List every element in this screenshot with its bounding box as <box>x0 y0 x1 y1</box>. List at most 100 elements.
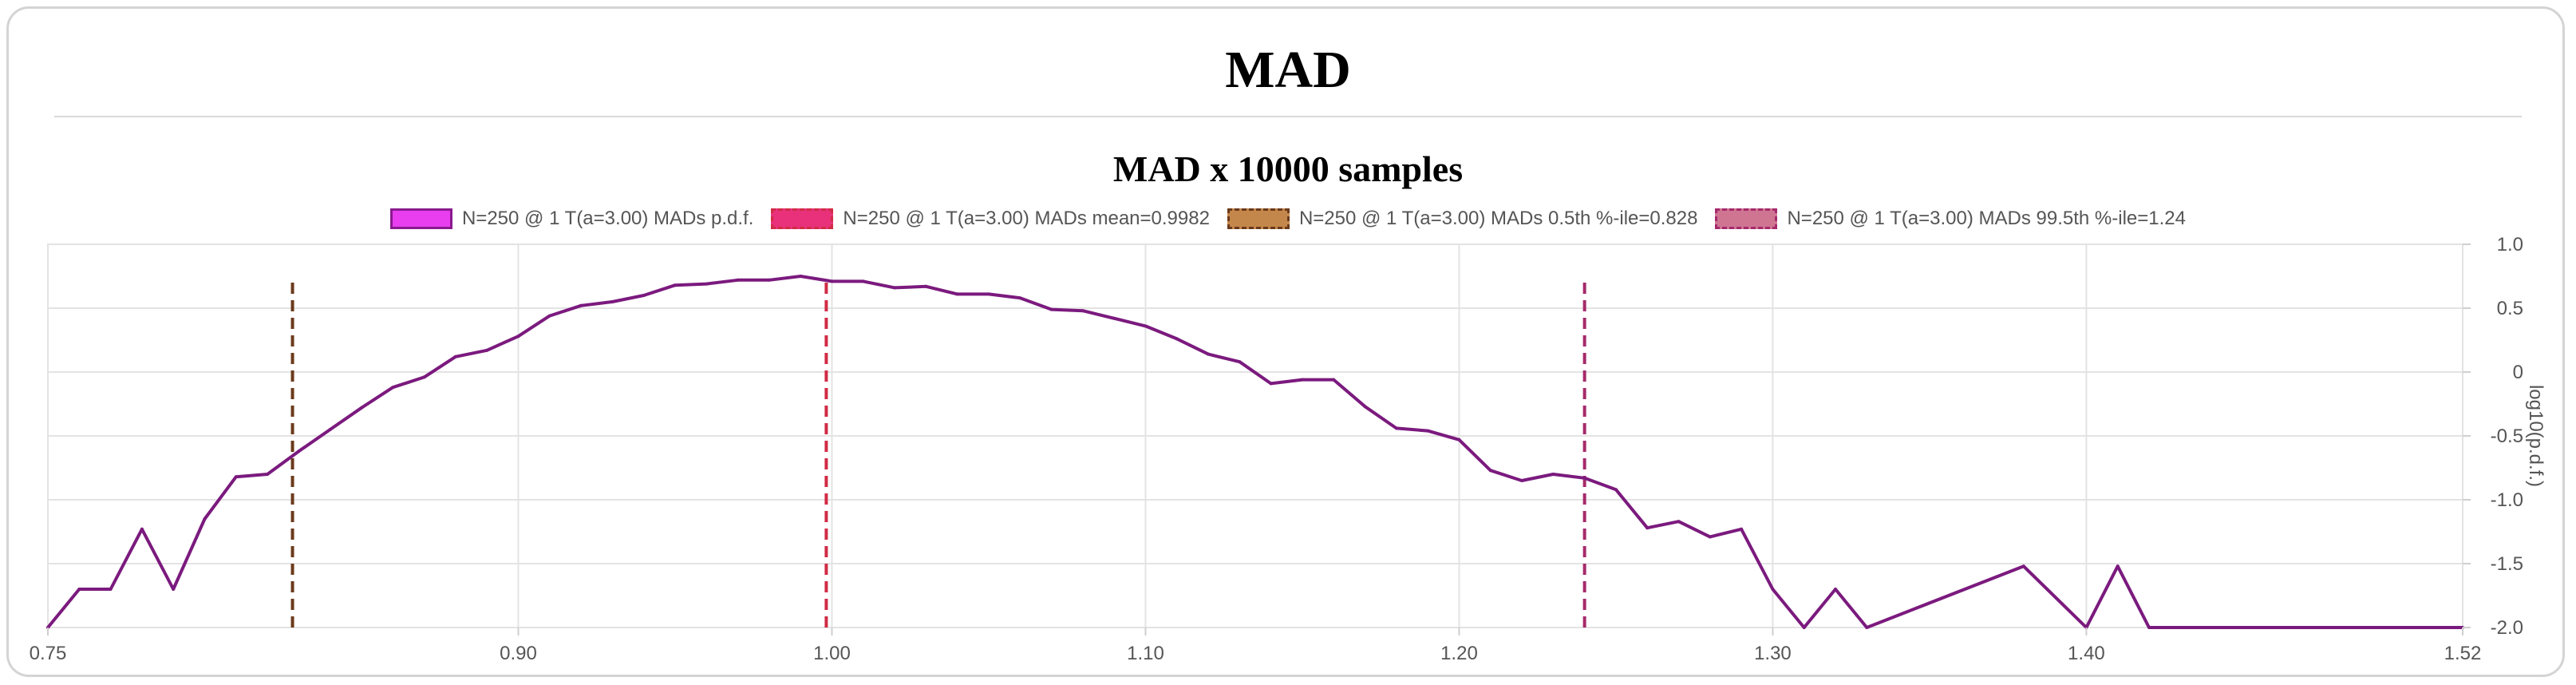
pdf-data-point <box>767 278 771 282</box>
pdf-data-point <box>1175 337 1179 341</box>
pdf-data-point <box>1614 488 1618 492</box>
pdf-data-point <box>861 279 865 283</box>
pdf-data-point <box>1488 469 1492 473</box>
pdf-data-point <box>610 300 614 303</box>
pdf-data-point <box>1582 476 1586 480</box>
x-tick-label: 1.52 <box>2444 643 2482 664</box>
pdf-data-point <box>1018 296 1022 300</box>
legend-swatch-p995 <box>1715 208 1778 229</box>
pdf-data-point <box>203 517 207 521</box>
pdf-data-point <box>1646 526 1650 530</box>
pdf-data-point <box>140 527 144 531</box>
chart-title: MAD x 10000 samples <box>1112 148 1464 189</box>
pdf-data-point <box>297 449 301 453</box>
pdf-data-point <box>359 406 363 410</box>
legend-item-p05[interactable]: N=250 @ 1 T(a=3.00) MADs 0.5th %-ile=0.8… <box>1227 208 1698 230</box>
y-tick-label: -0.5 <box>2491 426 2523 447</box>
chart-legend: N=250 @ 1 T(a=3.00) MADs p.d.f. N=250 @ … <box>0 204 2576 233</box>
pdf-data-point <box>234 475 238 479</box>
x-tick-label: 1.00 <box>813 643 851 664</box>
x-tick-label: 1.30 <box>1754 643 1792 664</box>
pdf-data-point <box>830 279 834 283</box>
pdf-data-point <box>1802 626 1806 629</box>
pdf-data-point <box>736 278 740 282</box>
y-tick-label: 0.5 <box>2497 298 2523 319</box>
x-tick-label: 1.10 <box>1127 643 1164 664</box>
pdf-data-point <box>1238 360 1242 364</box>
pdf-data-point <box>1551 473 1555 476</box>
pdf-data-point <box>1708 535 1712 539</box>
pdf-data-point <box>2147 626 2151 629</box>
pdf-data-point <box>1081 309 1085 313</box>
pdf-data-point <box>1426 429 1430 433</box>
pdf-data-point <box>2116 564 2120 568</box>
pdf-data-point <box>1394 426 1398 430</box>
y-tick-label: 1.0 <box>2497 234 2523 255</box>
pdf-data-point <box>642 294 646 297</box>
pdf-data-point <box>893 286 897 290</box>
chart-card <box>6 6 2565 677</box>
pdf-data-point <box>1865 626 1869 629</box>
pdf-data-point <box>705 282 709 286</box>
y-tick-label: 0 <box>2513 362 2523 383</box>
y-axis: 1.0 0.5 0 -0.5 -1.0 -1.5 -2.0 <box>2463 234 2523 639</box>
x-tick-label: 1.40 <box>2068 643 2105 664</box>
y-axis-label: log10(p.d.f.) <box>2525 385 2546 487</box>
pdf-data-point <box>1771 588 1775 591</box>
y-tick-label: -2.0 <box>2491 617 2523 639</box>
pdf-data-point <box>453 354 457 358</box>
x-axis: 0.75 0.90 1.00 1.10 1.20 1.30 1.40 1.52 <box>30 628 2482 664</box>
pdf-data-point <box>799 275 803 278</box>
page-title: MAD <box>1225 41 1351 99</box>
x-tick-label: 1.20 <box>1440 643 1478 664</box>
pdf-data-point <box>1677 520 1681 524</box>
legend-label-mean: N=250 @ 1 T(a=3.00) MADs mean=0.9982 <box>843 208 1210 229</box>
pdf-data-point <box>1049 307 1053 311</box>
pdf-data-point <box>109 588 113 591</box>
y-tick-label: -1.0 <box>2491 489 2523 511</box>
y-tick-label: -1.5 <box>2491 553 2523 575</box>
pdf-series-line <box>46 275 2463 629</box>
pdf-data-point <box>1112 316 1116 320</box>
pdf-data-point <box>547 314 551 318</box>
legend-swatch-mean <box>771 208 834 229</box>
pdf-data-point <box>391 386 395 390</box>
pdf-data-point <box>172 588 176 591</box>
pdf-data-point <box>1300 378 1304 382</box>
pdf-data-point <box>422 375 426 379</box>
legend-swatch-p05 <box>1227 208 1290 229</box>
pdf-data-point <box>328 428 332 431</box>
legend-swatch-pdf <box>389 208 452 229</box>
pdf-data-point <box>1834 588 1838 591</box>
pdf-data-point <box>1269 382 1273 386</box>
data-series <box>46 275 2464 629</box>
pdf-data-point <box>266 473 270 476</box>
pdf-data-point <box>1457 438 1461 441</box>
x-tick-label: 0.90 <box>500 643 537 664</box>
pdf-data-point <box>516 335 520 339</box>
grid-lines <box>47 244 2463 628</box>
legend-item-pdf[interactable]: N=250 @ 1 T(a=3.00) MADs p.d.f. <box>389 208 754 230</box>
pdf-data-point <box>1363 405 1367 409</box>
pdf-data-point <box>1520 479 1524 482</box>
title-divider <box>54 116 2522 117</box>
pdf-data-point <box>1144 324 1148 328</box>
pdf-data-point <box>986 292 990 296</box>
legend-item-mean[interactable]: N=250 @ 1 T(a=3.00) MADs mean=0.9982 <box>771 208 1210 230</box>
pdf-data-point <box>955 292 959 296</box>
pdf-data-point <box>673 283 677 287</box>
pdf-data-point <box>485 348 489 352</box>
legend-label-p995: N=250 @ 1 T(a=3.00) MADs 99.5th %-ile=1.… <box>1787 208 2186 229</box>
pdf-data-point <box>924 284 928 288</box>
legend-item-p995[interactable]: N=250 @ 1 T(a=3.00) MADs 99.5th %-ile=1.… <box>1715 208 2186 230</box>
reference-lines <box>290 279 1586 628</box>
pdf-data-point <box>77 588 81 591</box>
pdf-data-point <box>1207 352 1211 356</box>
legend-label-p05: N=250 @ 1 T(a=3.00) MADs 0.5th %-ile=0.8… <box>1298 208 1698 229</box>
pdf-data-point <box>1740 527 1744 531</box>
legend-label-pdf: N=250 @ 1 T(a=3.00) MADs p.d.f. <box>461 208 754 229</box>
pdf-data-point <box>579 303 583 307</box>
pdf-data-point <box>2021 564 2025 568</box>
x-tick-label: 0.75 <box>30 643 67 664</box>
